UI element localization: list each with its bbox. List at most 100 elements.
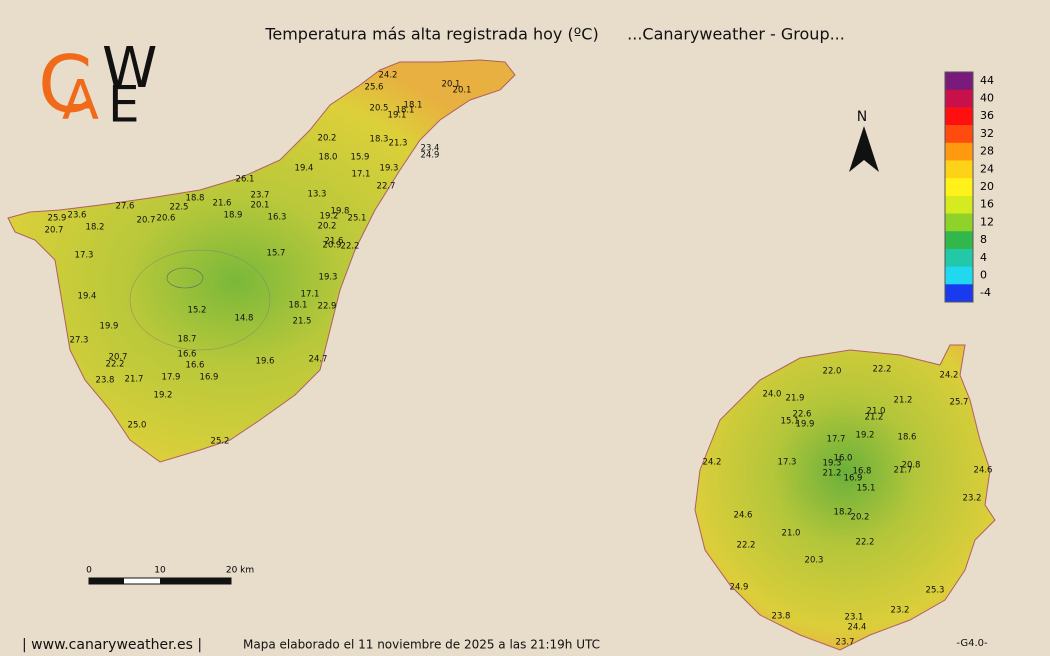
temperature-label: 23.8 (96, 376, 115, 386)
title: Temperatura más alta registrada hoy (ºC) (264, 25, 598, 44)
legend-label: 40 (980, 92, 994, 105)
temperature-label: 18.0 (319, 153, 338, 163)
temperature-label: 20.1 (453, 86, 472, 96)
temperature-label: 24.2 (703, 458, 722, 468)
temperature-label: 19.8 (331, 207, 350, 217)
group: ...Canaryweather - Group... (627, 25, 845, 44)
temperature-label: 17.7 (827, 435, 846, 445)
temperature-label: 17.1 (352, 170, 371, 180)
temperature-label: 22.2 (737, 541, 756, 551)
temperature-label: 23.2 (891, 606, 910, 616)
temperature-label: 21.7 (894, 466, 913, 476)
temperature-label: 22.2 (106, 360, 125, 370)
temperature-label: 23.7 (836, 638, 855, 648)
temperature-label: 22.0 (823, 367, 842, 377)
legend-label: 20 (980, 180, 994, 193)
temperature-label: 23.8 (772, 612, 791, 622)
temperature-label: 21.3 (389, 139, 408, 149)
temperature-label: 20.2 (318, 222, 337, 232)
temperature-label: 19.2 (320, 212, 339, 222)
site: | www.canaryweather.es | (22, 637, 202, 653)
temperature-label: 20.3 (805, 556, 824, 566)
legend-swatch (945, 107, 973, 126)
temperature-label: 19.2 (856, 431, 875, 441)
legend-swatch (945, 89, 973, 108)
temperature-label: 16.8 (853, 467, 872, 477)
temperature-label: 20.7 (109, 353, 128, 363)
temperature-label: 15.2 (188, 306, 207, 316)
temperature-label: 25.3 (926, 586, 945, 596)
temperature-label: 27.6 (116, 202, 135, 212)
legend-swatch (945, 248, 973, 268)
temperature-label: 19.4 (78, 292, 97, 302)
temperature-label: 24.6 (974, 466, 993, 476)
temperature-label: 21.6 (213, 199, 232, 209)
temperature-label: 20.1 (251, 201, 270, 211)
temperature-label: 23.2 (963, 494, 982, 504)
temperature-label: 22.9 (318, 302, 337, 312)
temperature-label: 19.4 (295, 164, 314, 174)
contour (129, 249, 271, 351)
temperature-label: 20.5 (370, 104, 389, 114)
temperature-label: 18.7 (178, 335, 197, 345)
temperature-label: 25.0 (128, 421, 147, 431)
made: Mapa elaborado el 11 noviembre de 2025 a… (243, 638, 600, 652)
temperature-label: 22.2 (341, 242, 360, 252)
temperature-label: 16.9 (844, 474, 863, 484)
temperature-label: 16.9 (200, 373, 219, 383)
temperature-label: 24.0 (763, 390, 782, 400)
scale-label: 20 km (226, 566, 254, 576)
temperature-label: 18.2 (834, 508, 853, 518)
version: -G4.0- (956, 638, 988, 649)
temperature-label: 19.6 (256, 357, 275, 367)
temperature-label: 18.3 (370, 135, 389, 145)
temperature-label: 16.3 (268, 213, 287, 223)
tenerife (7, 59, 516, 463)
legend-label: -4 (980, 286, 991, 299)
temperature-label: 20.2 (851, 513, 870, 523)
temperature-label: 22.2 (873, 365, 892, 375)
legend-swatch (945, 231, 973, 250)
legend-label: 8 (980, 233, 987, 246)
temperature-label: 24.7 (309, 355, 328, 365)
temperature-label: 18.9 (224, 211, 243, 221)
temperature-label: 23.6 (68, 211, 87, 221)
legend-label: 32 (980, 127, 994, 140)
temperature-label: 20.6 (157, 214, 176, 224)
temperature-label: 23.1 (845, 613, 864, 623)
legend-label: 12 (980, 215, 994, 228)
temperature-label: 19.3 (380, 164, 399, 174)
temperature-label: 18.8 (186, 194, 205, 204)
temperature-label: 24.9 (421, 151, 440, 161)
legend-label: 28 (980, 145, 994, 158)
temperature-label: 18.1 (396, 106, 415, 116)
temperature-label: 22.6 (793, 410, 812, 420)
temperature-label: 16.6 (178, 350, 197, 360)
temperature-label: 25.6 (365, 83, 384, 93)
legend-swatch (945, 160, 973, 179)
temperature-label: 20.2 (318, 134, 337, 144)
scale-bar (88, 577, 232, 585)
temperature-label: 15.1 (781, 417, 800, 427)
legend-label: 0 (980, 268, 987, 281)
legend-swatch (945, 266, 973, 285)
temperature-label: 21.2 (894, 396, 913, 406)
temperature-label: 25.7 (950, 398, 969, 408)
temperature-label: 16.0 (834, 454, 853, 464)
logo-letter: E (108, 76, 140, 134)
legend-label: 36 (980, 109, 994, 122)
temperature-label: 20.7 (137, 216, 156, 226)
temperature-label: 18.1 (404, 101, 423, 111)
temperature-label: 20.9 (323, 241, 342, 251)
legend-frame (944, 71, 974, 303)
temperature-label: 13.3 (308, 190, 327, 200)
legend-swatch (945, 125, 973, 144)
legend-swatch (945, 72, 973, 91)
temperature-label: 22.2 (856, 538, 875, 548)
legend-label: 4 (980, 251, 987, 264)
temperature-label: 24.2 (940, 371, 959, 381)
logo-letter: W (102, 36, 157, 101)
temperature-label: 23.7 (251, 191, 270, 201)
